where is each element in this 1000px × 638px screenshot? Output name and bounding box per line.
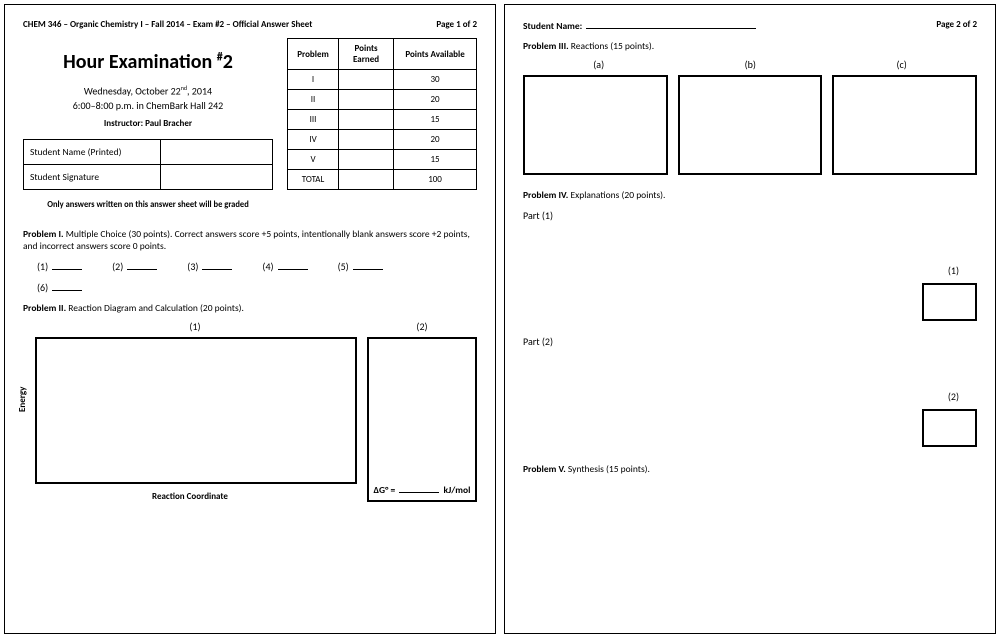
y-axis-label: Energy	[17, 386, 28, 411]
ans1-box[interactable]	[922, 283, 977, 321]
problem-4: Problem IV. Explanations (20 points).	[523, 189, 977, 201]
grading-note: Only answers written on this answer shee…	[23, 200, 273, 210]
mc-row-1: (1) (2) (3) (4) (5)	[37, 260, 477, 273]
p3-box-b[interactable]	[678, 75, 823, 175]
part-2-label: Part (2)	[523, 335, 977, 348]
ans2-box[interactable]	[922, 409, 977, 447]
mc-row-2: (6)	[37, 281, 477, 294]
problem-3: Problem III. Reactions (15 points).	[523, 40, 977, 52]
header-left: CHEM 346 – Organic Chemistry I – Fall 20…	[23, 19, 312, 30]
mc-3: (3)	[187, 260, 232, 273]
student-name-line: Student Name:	[523, 19, 756, 32]
diagram-row: Energy Reaction Coordinate ΔG° = kJ/mol	[23, 337, 477, 502]
mc-5: (5)	[338, 260, 383, 273]
page-2: Student Name: Page 2 of 2 Problem III. R…	[504, 4, 996, 634]
part-1-label: Part (1)	[523, 209, 977, 222]
energy-diagram[interactable]: Energy Reaction Coordinate	[23, 337, 357, 502]
signature-field[interactable]	[160, 165, 272, 190]
instructor: Instructor: Paul Bracher	[23, 118, 273, 129]
p2-sublabels: (1) (2)	[23, 320, 477, 333]
header-right-2: Page 2 of 2	[936, 19, 977, 32]
signature-label: Student Signature	[24, 165, 161, 190]
pts-h-available: Points Available	[394, 39, 477, 70]
top-row: Hour Examination #2 Wednesday, October 2…	[23, 38, 477, 220]
points-column: Problem Points Earned Points Available I…	[287, 38, 477, 220]
ans2-label: (2)	[523, 390, 977, 403]
p3-labels: (a) (b) (c)	[523, 58, 977, 71]
header-right: Page 1 of 2	[436, 19, 477, 30]
page1-header: CHEM 346 – Organic Chemistry I – Fall 20…	[23, 19, 477, 30]
problem-1: Problem I. Multiple Choice (30 points). …	[23, 228, 477, 252]
p3-box-a[interactable]	[523, 75, 668, 175]
problem-5: Problem V. Synthesis (15 points).	[523, 463, 977, 475]
exam-title: Hour Examination #2	[23, 50, 273, 74]
mc-1: (1)	[37, 260, 82, 273]
pts-h-problem: Problem	[288, 39, 339, 70]
mc-2: (2)	[112, 260, 157, 273]
p3-boxes	[523, 75, 977, 175]
ans1-label: (1)	[523, 264, 977, 277]
exam-date: Wednesday, October 22nd, 2014	[23, 84, 273, 97]
page2-header: Student Name: Page 2 of 2	[523, 19, 977, 32]
student-name-field[interactable]	[586, 19, 756, 29]
x-axis-label: Reaction Coordinate	[23, 491, 357, 502]
title-column: Hour Examination #2 Wednesday, October 2…	[23, 38, 273, 220]
delta-g-box[interactable]: ΔG° = kJ/mol	[367, 337, 477, 502]
points-table: Problem Points Earned Points Available I…	[287, 38, 477, 190]
mc-6: (6)	[37, 281, 82, 294]
problem-2: Problem II. Reaction Diagram and Calcula…	[23, 302, 477, 314]
delta-g-line: ΔG° = kJ/mol	[374, 484, 471, 496]
name-printed-field[interactable]	[160, 140, 272, 165]
exam-location: 6:00–8:00 p.m. in ChemBark Hall 242	[23, 99, 273, 112]
name-table: Student Name (Printed) Student Signature	[23, 139, 273, 190]
p3-box-c[interactable]	[832, 75, 977, 175]
page-1: CHEM 346 – Organic Chemistry I – Fall 20…	[4, 4, 496, 634]
pts-h-earned: Points Earned	[339, 39, 394, 70]
name-printed-label: Student Name (Printed)	[24, 140, 161, 165]
mc-4: (4)	[262, 260, 307, 273]
